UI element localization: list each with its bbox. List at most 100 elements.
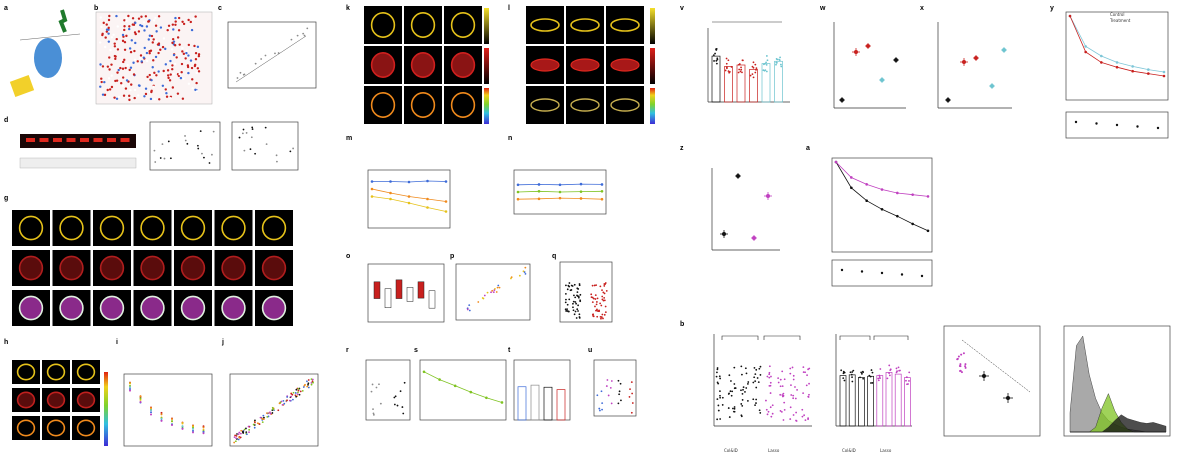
strip-dot	[628, 396, 631, 398]
strip-dot	[564, 292, 567, 295]
structure-dot	[133, 58, 137, 62]
structure-dot	[190, 28, 194, 32]
data-point	[263, 416, 265, 419]
structure-dot	[132, 23, 136, 27]
panel-b-structure: b	[94, 5, 213, 105]
strip-dot	[630, 411, 633, 414]
structure-dot	[123, 58, 126, 62]
panel-s-decay: s	[414, 347, 507, 421]
structure-dot	[176, 36, 180, 39]
residual-point	[920, 274, 924, 278]
structure-dot	[191, 87, 194, 90]
strip-dot	[792, 394, 795, 397]
structure-dot	[194, 58, 198, 61]
structure-dot	[148, 34, 152, 37]
strip-dot	[596, 297, 599, 300]
data-point	[960, 353, 963, 356]
strip-dot	[752, 398, 755, 401]
strip-dot	[768, 365, 771, 368]
strip-dot	[576, 291, 579, 294]
strip-dot	[591, 296, 594, 299]
data-point	[251, 128, 254, 131]
strip-dot	[765, 408, 768, 411]
structure-dot	[165, 95, 169, 98]
strip-dot	[378, 383, 380, 386]
panel-letter: g	[4, 195, 8, 202]
strip-dot	[795, 420, 798, 422]
bar-marks	[839, 364, 911, 427]
data-point	[518, 274, 521, 277]
structure-dot	[182, 77, 185, 80]
data-point	[242, 432, 245, 434]
bar-dot	[780, 65, 783, 68]
structure-dot	[99, 85, 102, 88]
gel-band	[53, 138, 62, 142]
panel-r-scatter: r	[346, 347, 411, 421]
data-point	[289, 150, 292, 153]
structure-dot	[124, 87, 128, 90]
strip-dot	[740, 414, 743, 417]
mean-point	[854, 50, 858, 54]
gel-band	[66, 138, 76, 142]
fluor-merge-cell	[530, 98, 560, 112]
panel-letter: m	[346, 135, 352, 142]
panel-w-points: w	[819, 5, 906, 109]
series-line	[371, 188, 447, 202]
structure-dot	[119, 66, 122, 70]
bar-dot	[739, 70, 742, 73]
fluor-yellow-tile	[12, 210, 50, 246]
data-point	[203, 156, 205, 159]
curve-points	[422, 370, 504, 404]
box-mark	[417, 281, 425, 299]
strip-dot	[770, 375, 772, 378]
domain-shape	[9, 75, 35, 97]
structure-dot	[157, 70, 160, 73]
panel-l-microscopy: l	[508, 5, 655, 124]
fluor-red-cell	[59, 255, 84, 281]
strip-dot	[576, 308, 579, 311]
series-point	[600, 183, 604, 186]
bar-marks	[711, 47, 783, 103]
panel-letter: k	[346, 5, 350, 12]
bar-dot	[740, 66, 742, 69]
data-point	[494, 287, 496, 290]
structure-dot	[145, 59, 149, 63]
panel-dd-scatter	[943, 325, 1041, 437]
curve-point	[160, 419, 163, 422]
bar-dot	[715, 47, 718, 50]
curve-point	[202, 426, 205, 429]
strip-dot	[808, 367, 811, 370]
structure-dot	[98, 41, 102, 44]
structure-dot	[133, 96, 136, 100]
data-point	[959, 363, 962, 366]
data-point	[312, 381, 314, 384]
strip-dot	[620, 399, 622, 402]
bar-dot	[879, 377, 881, 380]
strip-dot	[574, 296, 577, 299]
fluor-yellow-tile	[214, 210, 253, 246]
bar-dot	[842, 377, 845, 380]
strip-dot	[731, 390, 734, 393]
structure-dot	[171, 68, 174, 71]
strip-dot	[617, 379, 620, 382]
fluor-merge-cell	[450, 92, 476, 118]
mean-points	[720, 173, 772, 241]
bar-dot	[908, 380, 910, 382]
strip-dot	[578, 283, 581, 285]
structure-dot	[155, 74, 158, 77]
data-point	[264, 54, 267, 57]
structure-dot	[177, 29, 181, 32]
bar-dot	[852, 369, 855, 372]
data-point	[524, 266, 527, 269]
fluor-yellow-cell	[370, 12, 396, 38]
strip-dot	[577, 310, 579, 312]
bar-dot	[877, 377, 880, 380]
data-point	[184, 139, 187, 142]
strip-dot	[794, 397, 797, 400]
strip-dot	[604, 305, 607, 308]
strip-dot	[755, 368, 758, 371]
strip-dot	[595, 303, 598, 306]
strip-dot	[747, 381, 750, 383]
panel-letter: q	[552, 253, 556, 260]
data-point	[491, 289, 494, 292]
